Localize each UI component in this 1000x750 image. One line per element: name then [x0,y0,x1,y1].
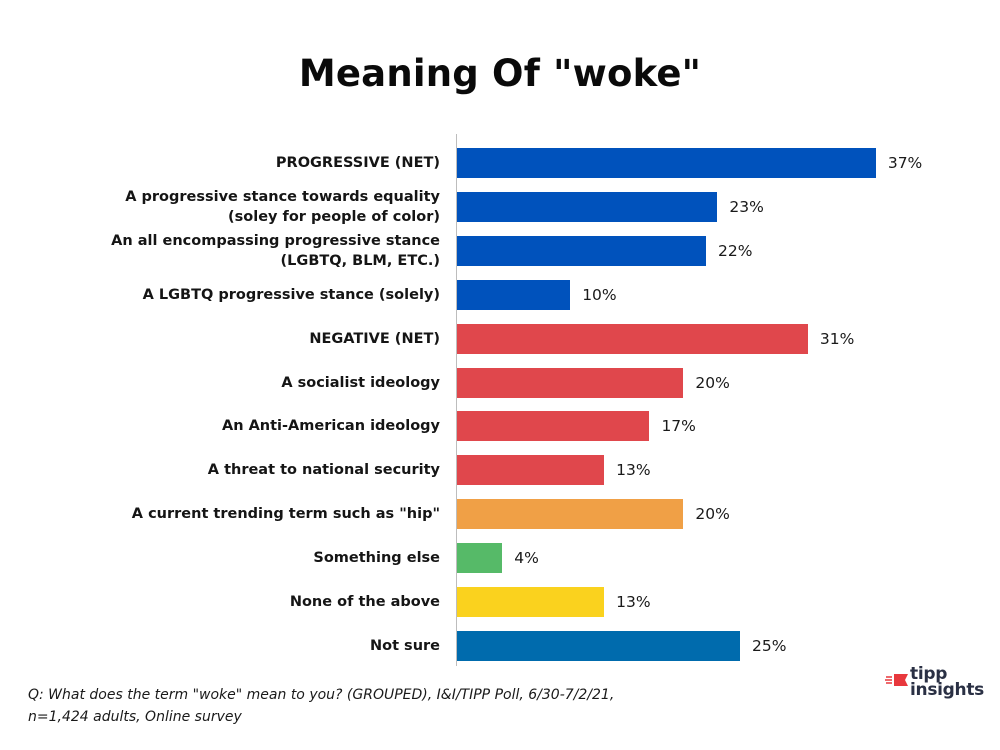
bar [457,630,740,661]
bar-row: A threat to national security 13% [0,448,1000,492]
category-label: An Anti-American ideology [80,416,440,436]
y-axis-line [456,134,457,666]
bar-row: An Anti-American ideology 17% [0,404,1000,448]
footnote-sample: n=1,424 adults, Online survey [28,709,242,725]
category-label-line: A progressive stance towards equality [125,188,440,205]
category-label-line: NEGATIVE (NET) [309,330,440,347]
bar-row: A current trending term such as "hip" 20% [0,492,1000,536]
bar [457,543,503,574]
category-label: A threat to national security [80,460,440,480]
category-label-line: A threat to national security [207,462,440,479]
category-label-line: A socialist ideology [281,374,440,391]
logo-flag-icon [885,674,908,686]
category-label: A socialist ideology [80,373,440,393]
chart-title: Meaning Of "woke" [298,52,702,95]
value-label: 31% [819,329,855,348]
bar [457,411,650,442]
bar [457,499,684,530]
value-label: 20% [695,373,730,392]
bar-row: NEGATIVE (NET) 31% [0,317,1000,361]
bar [457,455,605,486]
category-label-line: None of the above [289,594,440,610]
bar-row: Not sure 25% [0,624,1000,668]
bar [457,367,684,398]
category-label: PROGRESSIVE (NET) [80,153,440,173]
category-label-line: An Anti-American ideology [221,418,440,435]
bar-row: A progressive stance towards equality (so… [0,185,1000,229]
category-label: A progressive stance towards equality (so… [80,187,440,227]
category-label: NEGATIVE (NET) [80,329,440,349]
bar-row: Something else 4% [0,536,1000,580]
value-label: 4% [514,549,539,568]
bar-row: PROGRESSIVE (NET) 37% [0,141,1000,185]
category-label-line: An all encompassing progressive stance [111,232,440,249]
bar-row: None of the above 13% [0,580,1000,624]
bar-row: A socialist ideology 20% [0,361,1000,405]
value-label: 17% [661,417,696,436]
category-label-line: (LGBTQ, BLM, ETC.) [280,252,440,269]
category-label: None of the above [80,592,440,612]
category-label-line: Not sure [369,637,440,654]
category-label: An all encompassing progressive stance (L… [80,231,440,271]
category-label-line: (soley for people of color) [228,208,440,225]
logo-text-insights: insights [910,680,984,700]
value-label: 22% [718,241,753,260]
bar-row: An all encompassing progressive stance (L… [0,229,1000,273]
category-label-line: A current trending term such as "hip" [131,506,440,523]
category-label: Not sure [80,636,440,656]
value-label: 13% [616,461,651,480]
category-label: Something else [80,548,440,568]
value-label: 20% [695,505,730,524]
category-label-line: Something else [313,550,440,567]
value-label: 23% [729,197,764,216]
bar [457,191,718,222]
bar [457,279,571,310]
value-label: 13% [616,593,651,611]
bar [457,148,876,178]
value-label: 10% [582,285,617,304]
bar [457,323,808,354]
footnote-question: Q: What does the term "woke" mean to you… [28,687,615,703]
category-label-line: PROGRESSIVE (NET) [275,155,440,171]
bar [457,235,707,266]
logo-text-tipp: tipp [910,664,948,684]
category-label: A current trending term such as "hip" [80,504,440,524]
tipp-insights-logo: tipp insights [884,664,994,708]
value-label: 25% [752,636,787,655]
bar [457,587,605,617]
bar-row: A LGBTQ progressive stance (solely) 10% [0,273,1000,317]
category-label: A LGBTQ progressive stance (solely) [80,285,440,305]
footnote: Q: What does the term "woke" mean to you… [28,684,614,728]
category-label-line: A LGBTQ progressive stance (solely) [142,286,440,303]
value-label: 37% [887,154,923,172]
